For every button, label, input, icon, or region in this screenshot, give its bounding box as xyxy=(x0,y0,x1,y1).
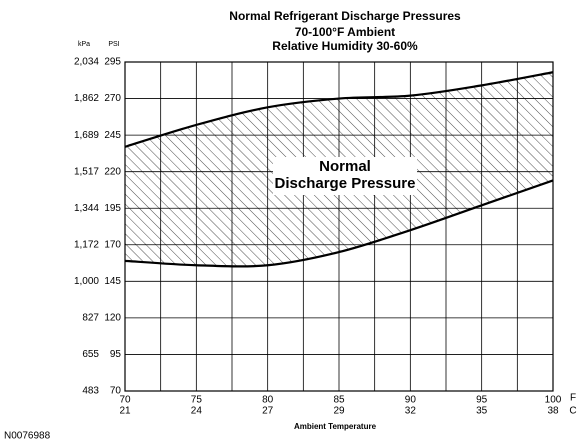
y2-tick-label: 1,344 xyxy=(74,203,99,214)
x-unit: F xyxy=(570,393,576,404)
y-tick-label: 170 xyxy=(104,239,121,250)
x-tick-label: 90 xyxy=(405,395,417,406)
y2-tick-label: 1,517 xyxy=(74,166,99,177)
y2-tick-label: 1,689 xyxy=(74,130,99,141)
x2-tick-label: 27 xyxy=(262,406,274,417)
y-tick-label: 270 xyxy=(104,93,121,104)
x-tick-label: 85 xyxy=(333,395,345,406)
y2-tick-label: 2,034 xyxy=(74,57,99,68)
y2-unit: kPa xyxy=(78,41,90,48)
y-tick-label: 195 xyxy=(104,203,121,214)
y-tick-label: 295 xyxy=(104,57,121,68)
x-tick-label: 70 xyxy=(119,395,131,406)
x2-tick-label: 21 xyxy=(119,406,131,417)
x2-tick-label: 24 xyxy=(191,406,203,417)
x-axis-label: Ambient Temperature xyxy=(294,422,377,431)
upper-curve xyxy=(124,71,554,148)
y2-tick-label: 655 xyxy=(82,349,99,360)
y2-tick-label: 827 xyxy=(82,313,99,324)
y-tick-label: 70 xyxy=(110,386,122,397)
y2-tick-label: 1,000 xyxy=(74,276,99,287)
x-tick-label: 100 xyxy=(545,395,562,406)
x-tick-label: 75 xyxy=(191,395,203,406)
x2-unit: C xyxy=(569,406,576,417)
lower-curve xyxy=(124,179,554,268)
y2-tick-label: 1,862 xyxy=(74,93,99,104)
y-tick-label: 145 xyxy=(104,276,121,287)
annotation-box xyxy=(273,157,417,195)
y-tick-label: 220 xyxy=(104,166,121,177)
y-unit: PSI xyxy=(108,41,119,48)
x-tick-label: 80 xyxy=(262,395,274,406)
annotation: Normal xyxy=(319,158,371,175)
plot-frame xyxy=(124,61,554,392)
chart-subtitle: 70-100°F Ambient xyxy=(295,25,395,39)
y2-tick-label: 1,172 xyxy=(74,239,99,250)
chart-subtitle: Relative Humidity 30-60% xyxy=(272,39,418,53)
y-tick-label: 245 xyxy=(104,130,121,141)
x2-tick-label: 35 xyxy=(476,406,488,417)
y-tick-label: 95 xyxy=(110,349,122,360)
x2-tick-label: 29 xyxy=(333,406,345,417)
x-tick-label: 95 xyxy=(476,395,488,406)
y2-tick-label: 483 xyxy=(82,386,99,397)
annotation: Discharge Pressure xyxy=(275,175,416,192)
chart-title: Normal Refrigerant Discharge Pressures xyxy=(229,9,461,23)
x2-tick-label: 32 xyxy=(405,406,417,417)
x2-tick-label: 38 xyxy=(547,406,559,417)
figure-id: N0076988 xyxy=(4,431,51,442)
y-tick-label: 120 xyxy=(104,313,121,324)
